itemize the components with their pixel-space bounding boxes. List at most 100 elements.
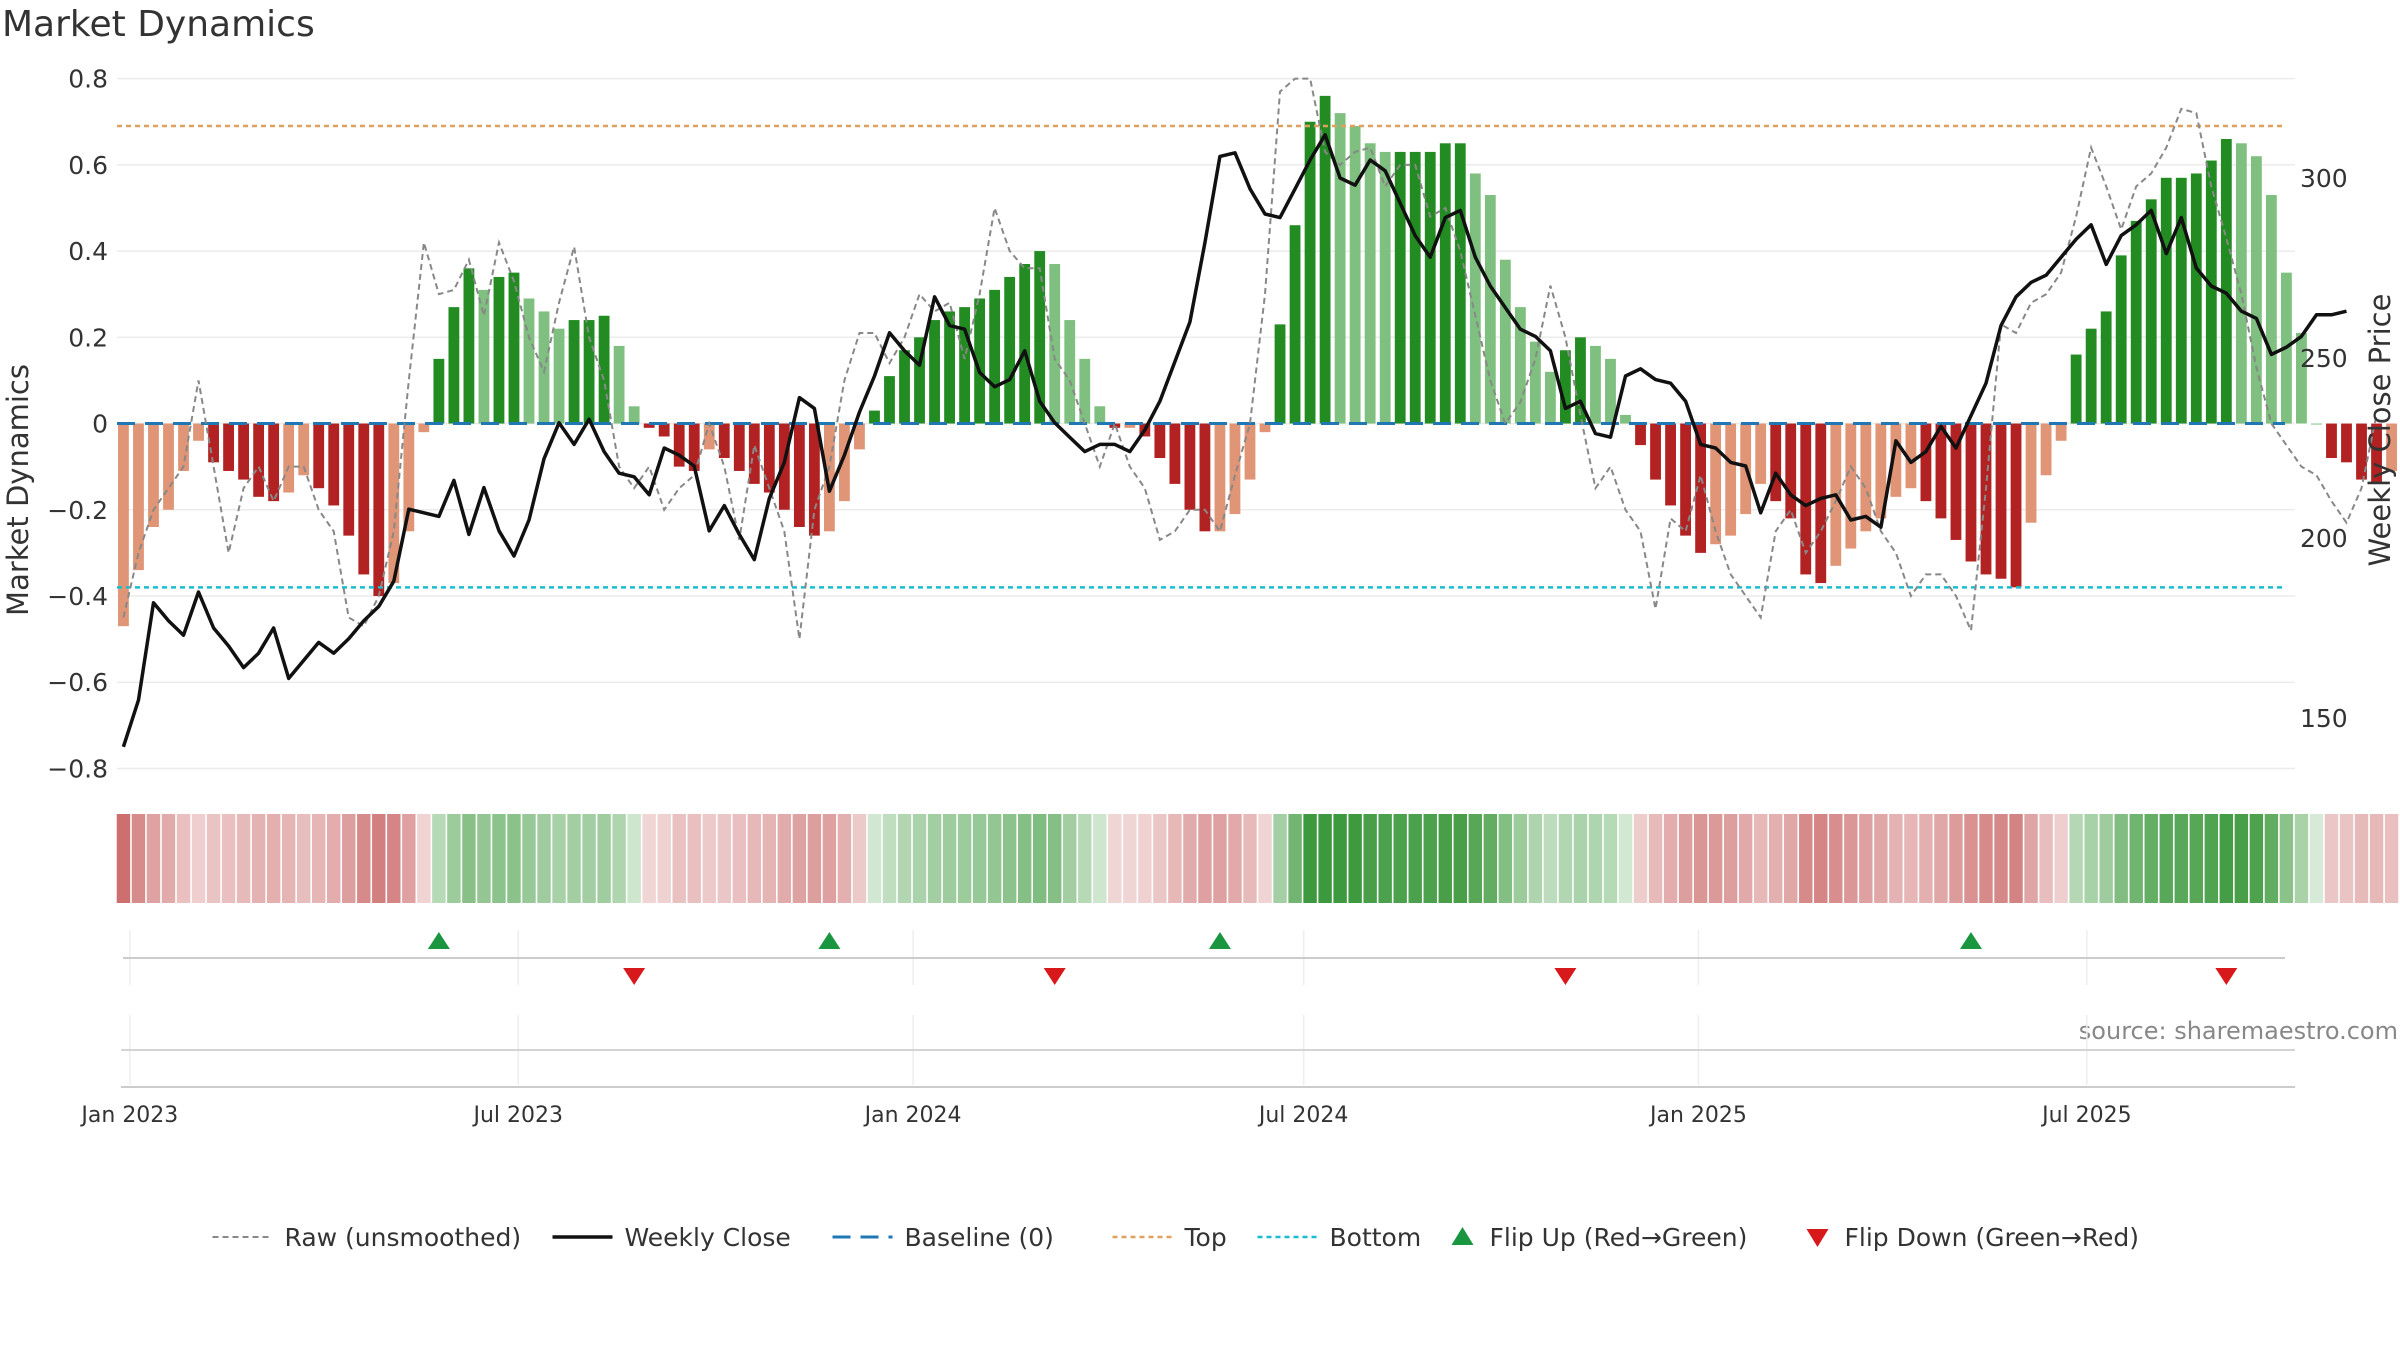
dynamics-bar <box>1424 151 1436 424</box>
dynamics-bar <box>1905 423 1917 489</box>
dynamics-bar <box>1770 423 1782 502</box>
regime-cell <box>1423 814 1437 903</box>
regime-cell <box>1243 814 1257 903</box>
dynamics-bar <box>733 423 745 471</box>
regime-cell <box>2339 814 2354 903</box>
dynamics-bar <box>1019 264 1031 424</box>
regime-cell <box>882 814 897 903</box>
dynamics-bar <box>1244 423 1256 480</box>
dynamics-bar <box>133 423 144 571</box>
regime-cell <box>2009 814 2023 903</box>
flip-down-marker <box>2215 968 2238 985</box>
regime-cell <box>2039 814 2053 903</box>
dynamics-bar <box>2386 423 2397 471</box>
regime-cell <box>176 814 191 903</box>
y-right-tick-label: 150 <box>2300 704 2348 733</box>
dynamics-bar <box>643 423 655 428</box>
regime-cell <box>852 814 867 903</box>
regime-cell <box>1498 814 1513 903</box>
regime-cell <box>1799 814 1813 903</box>
dynamics-bar <box>703 423 715 450</box>
weekly-close-series <box>121 133 2347 748</box>
dynamics-bar <box>869 410 880 424</box>
dynamics-bar <box>2220 138 2232 424</box>
dynamics-bar <box>974 298 986 424</box>
regime-cell <box>327 814 341 903</box>
regime-cell <box>807 814 822 903</box>
y-left-tick-label: −0.2 <box>47 496 108 525</box>
dynamics-bar <box>403 423 415 532</box>
dynamics-bar <box>763 423 775 493</box>
regime-cell <box>1032 814 1047 903</box>
regime-cell <box>251 814 266 903</box>
regime-cell <box>432 814 446 903</box>
regime-cell <box>1994 814 2008 903</box>
dynamics-bar <box>1079 358 1091 424</box>
regime-cell <box>2264 814 2279 903</box>
legend-item: Weekly Close <box>552 1223 791 1252</box>
regime-cell <box>311 814 326 903</box>
dynamics-bar <box>1695 423 1707 553</box>
dynamics-bar <box>283 423 295 493</box>
regime-cell <box>1603 814 1618 903</box>
regime-cell <box>1138 814 1152 903</box>
dynamics-bar <box>508 272 520 424</box>
regime-cell <box>1814 814 1828 903</box>
regime-cell <box>1348 814 1362 903</box>
regime-cell <box>2294 814 2309 903</box>
x-tick-label: Jul 2024 <box>1257 1103 1349 1128</box>
dynamics-bar <box>313 423 325 489</box>
regime-cell <box>2189 814 2204 903</box>
dynamics-bar <box>2341 423 2352 463</box>
dynamics-bar <box>1274 324 1286 424</box>
regime-cell <box>1844 814 1858 903</box>
dynamics-bar <box>2250 156 2262 424</box>
y-left-tick-label: 0.6 <box>68 151 108 180</box>
legend-item: Baseline (0) <box>832 1223 1054 1252</box>
dynamics-bar <box>2356 423 2367 480</box>
regime-cell <box>867 814 882 903</box>
dynamics-bar <box>1304 121 1316 424</box>
regime-cell <box>1784 814 1798 903</box>
regime-cell <box>897 814 912 903</box>
dynamics-bar <box>1349 126 1361 424</box>
regime-cell <box>2384 814 2399 903</box>
legend-item: Raw (unsmoothed) <box>212 1223 521 1252</box>
dynamics-bar <box>1364 143 1376 424</box>
regime-cell <box>1198 814 1212 903</box>
regime-cell <box>1363 814 1377 903</box>
regime-cell <box>2024 814 2038 903</box>
regime-cell <box>1708 814 1723 903</box>
dynamics-bar <box>658 423 670 437</box>
dynamics-bar <box>1454 143 1466 424</box>
regime-cell <box>1528 814 1543 903</box>
regime-cell <box>1919 814 1933 903</box>
regime-cell <box>927 814 942 903</box>
dynamics-bar <box>193 423 204 441</box>
regime-cell <box>1633 814 1648 903</box>
regime-cell <box>447 814 461 903</box>
dynamics-bar <box>1184 423 1196 510</box>
regime-cell <box>2144 814 2158 903</box>
dynamics-bar <box>2190 173 2202 424</box>
dynamics-bar <box>1259 423 1271 433</box>
dynamics-bar <box>1575 337 1586 424</box>
regime-cell <box>1258 814 1272 903</box>
regime-cell <box>221 814 236 903</box>
dynamics-bar <box>929 320 940 424</box>
legend-label: Flip Up (Red→Green) <box>1490 1223 1748 1252</box>
dynamics-bar <box>748 423 760 484</box>
regime-cell <box>1543 814 1558 903</box>
regime-cell <box>146 814 161 903</box>
dynamics-bar <box>628 406 640 424</box>
dynamics-bar <box>1379 151 1391 424</box>
dynamics-bar <box>2175 177 2187 424</box>
dynamics-bar <box>148 423 159 528</box>
regime-cell <box>1393 814 1407 903</box>
regime-cell <box>2099 814 2113 903</box>
regime-cell <box>1558 814 1573 903</box>
regime-cell <box>1829 814 1843 903</box>
regime-cell <box>236 814 251 903</box>
legend-label: Bottom <box>1330 1223 1422 1252</box>
legend-label: Baseline (0) <box>905 1223 1054 1252</box>
